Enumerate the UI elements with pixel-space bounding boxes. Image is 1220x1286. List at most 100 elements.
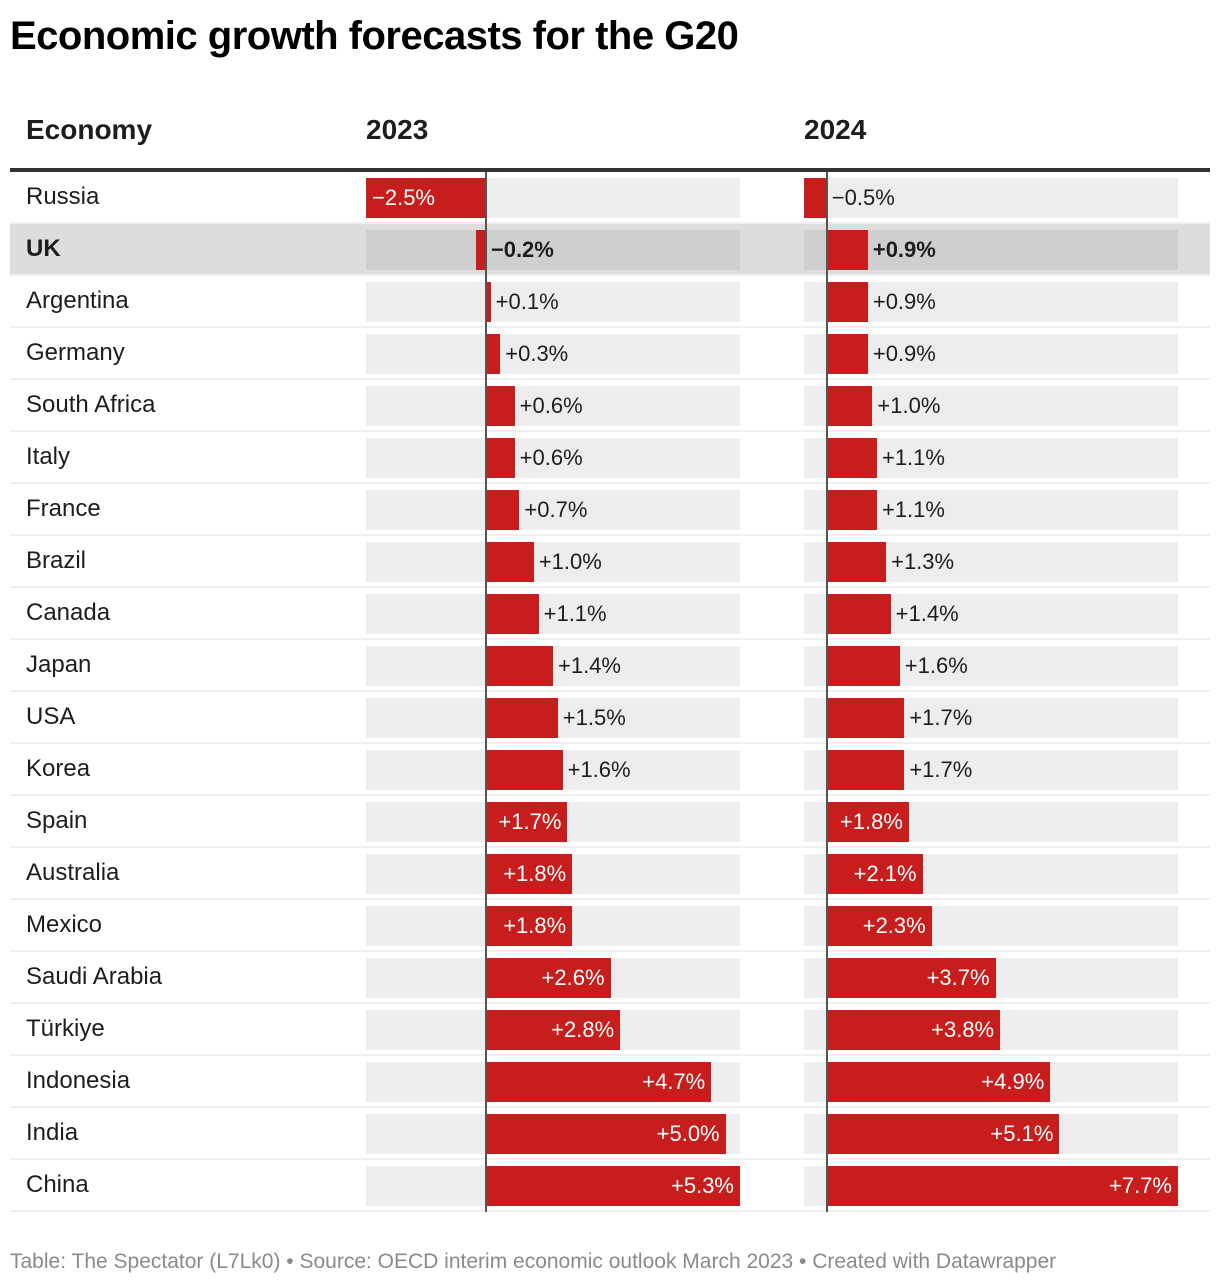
table-header: Economy 2023 2024 bbox=[10, 110, 1210, 156]
zero-line-2023 bbox=[484, 224, 487, 276]
value-label-2024: +1.1% bbox=[881, 445, 945, 470]
bar-background-2023 bbox=[366, 646, 740, 686]
table-row: Australia +1.8% +2.1% bbox=[10, 848, 1210, 900]
bar-2024 bbox=[826, 542, 887, 582]
value-label-2023: +1.0% bbox=[538, 549, 602, 574]
economy-name: India bbox=[26, 1119, 79, 1146]
header-economy[interactable]: Economy bbox=[26, 114, 153, 145]
value-label-2024: +1.7% bbox=[909, 705, 973, 730]
value-label-2023: +0.3% bbox=[505, 341, 569, 366]
zero-line-2024 bbox=[825, 328, 828, 380]
bar-2023 bbox=[485, 1166, 740, 1206]
value-label-2024: +1.1% bbox=[881, 497, 945, 522]
table-row: Canada +1.1% +1.4% bbox=[10, 588, 1210, 640]
bar-2023 bbox=[485, 334, 501, 374]
zero-line-2023 bbox=[484, 432, 487, 484]
bar-2024 bbox=[826, 230, 868, 270]
bar-background-2023 bbox=[366, 490, 740, 530]
table-row: Japan +1.4% +1.6% bbox=[10, 640, 1210, 692]
bar-2023 bbox=[366, 178, 486, 218]
table-row: Italy +0.6% +1.1% bbox=[10, 432, 1210, 484]
header-2023[interactable]: 2023 bbox=[366, 114, 429, 145]
economy-name: UK bbox=[26, 235, 61, 262]
economy-name: Korea bbox=[26, 755, 91, 782]
value-label-2023: +2.6% bbox=[541, 965, 605, 990]
bar-background-2024 bbox=[804, 178, 1178, 218]
bar-background-2023 bbox=[366, 438, 740, 478]
bar-2024 bbox=[826, 750, 905, 790]
value-label-2023: +4.7% bbox=[642, 1069, 706, 1094]
table-row: Indonesia +4.7% +4.9% bbox=[10, 1056, 1210, 1108]
economy-name: Australia bbox=[26, 859, 120, 886]
table-row: India +5.0% +5.1% bbox=[10, 1108, 1210, 1160]
chart-title: Economic growth forecasts for the G20 bbox=[10, 14, 739, 58]
zero-line-2023 bbox=[484, 588, 487, 640]
bar-2023 bbox=[485, 854, 573, 894]
bar-2023 bbox=[485, 802, 568, 842]
zero-line-2024 bbox=[825, 692, 828, 744]
economy-name: Türkiye bbox=[26, 1015, 105, 1042]
value-label-2024: +1.8% bbox=[839, 809, 903, 834]
zero-line-2024 bbox=[825, 224, 828, 276]
value-label-2023: +1.5% bbox=[562, 705, 626, 730]
bar-background-2023 bbox=[366, 542, 740, 582]
value-label-2023: +2.8% bbox=[551, 1017, 615, 1042]
zero-line-2023 bbox=[484, 380, 487, 432]
value-label-2023: +0.6% bbox=[519, 445, 583, 470]
value-label-2024: −0.5% bbox=[831, 185, 895, 210]
value-label-2024: +1.6% bbox=[904, 653, 968, 678]
zero-line-2024 bbox=[825, 952, 828, 1004]
zero-line-2023 bbox=[484, 1108, 487, 1160]
value-label-2024: +1.3% bbox=[891, 549, 955, 574]
bar-2023 bbox=[485, 490, 520, 530]
zero-line-2023 bbox=[484, 536, 487, 588]
economy-name: Argentina bbox=[26, 287, 129, 314]
bar-background-2023 bbox=[366, 334, 740, 374]
value-label-2023: +1.6% bbox=[567, 757, 631, 782]
zero-line-2023 bbox=[484, 952, 487, 1004]
table-row: Russia −2.5% −0.5% bbox=[10, 172, 1210, 224]
value-label-2024: +0.9% bbox=[872, 237, 936, 262]
zero-line-2024 bbox=[825, 1160, 828, 1212]
economy-name: Mexico bbox=[26, 911, 103, 938]
zero-line-2024 bbox=[825, 432, 828, 484]
economy-name: Brazil bbox=[26, 547, 87, 574]
header-2024[interactable]: 2024 bbox=[804, 114, 867, 145]
value-label-2023: +0.7% bbox=[524, 497, 588, 522]
zero-line-2023 bbox=[484, 172, 487, 224]
bar-2024 bbox=[826, 334, 868, 374]
bar-2024 bbox=[826, 958, 996, 998]
bar-2024 bbox=[826, 854, 923, 894]
bar-2023 bbox=[485, 386, 515, 426]
value-label-2023: −0.2% bbox=[490, 237, 554, 262]
economy-name: Indonesia bbox=[26, 1067, 131, 1094]
value-label-2024: +3.8% bbox=[931, 1017, 995, 1042]
source-footer: Table: The Spectator (L7Lk0) • Source: O… bbox=[10, 1250, 1057, 1273]
value-label-2024: +0.9% bbox=[872, 289, 936, 314]
bar-background-2023 bbox=[366, 594, 740, 634]
table-row: Argentina +0.1% +0.9% bbox=[10, 276, 1210, 328]
zero-line-2024 bbox=[825, 380, 828, 432]
bar-2024 bbox=[826, 490, 877, 530]
bar-2024 bbox=[826, 1062, 1051, 1102]
value-label-2024: +1.4% bbox=[895, 601, 959, 626]
table-row: Germany +0.3% +0.9% bbox=[10, 328, 1210, 380]
value-label-2024: +0.9% bbox=[872, 341, 936, 366]
bar-2024 bbox=[826, 698, 905, 738]
bar-2023 bbox=[485, 1114, 726, 1154]
value-label-2023: +0.1% bbox=[495, 289, 559, 314]
economy-name: Spain bbox=[26, 807, 88, 834]
zero-line-2023 bbox=[484, 744, 487, 796]
zero-line-2024 bbox=[825, 172, 828, 224]
bar-2023 bbox=[485, 646, 553, 686]
economy-name: Italy bbox=[26, 443, 71, 470]
zero-line-2024 bbox=[825, 1004, 828, 1056]
economy-name: Saudi Arabia bbox=[26, 963, 163, 990]
zero-line-2024 bbox=[825, 588, 828, 640]
zero-line-2024 bbox=[825, 1056, 828, 1108]
bar-2024 bbox=[826, 594, 891, 634]
value-label-2023: +1.7% bbox=[498, 809, 562, 834]
bar-2023 bbox=[476, 230, 486, 270]
value-label-2023: +0.6% bbox=[519, 393, 583, 418]
table-row: Spain +1.7% +1.8% bbox=[10, 796, 1210, 848]
